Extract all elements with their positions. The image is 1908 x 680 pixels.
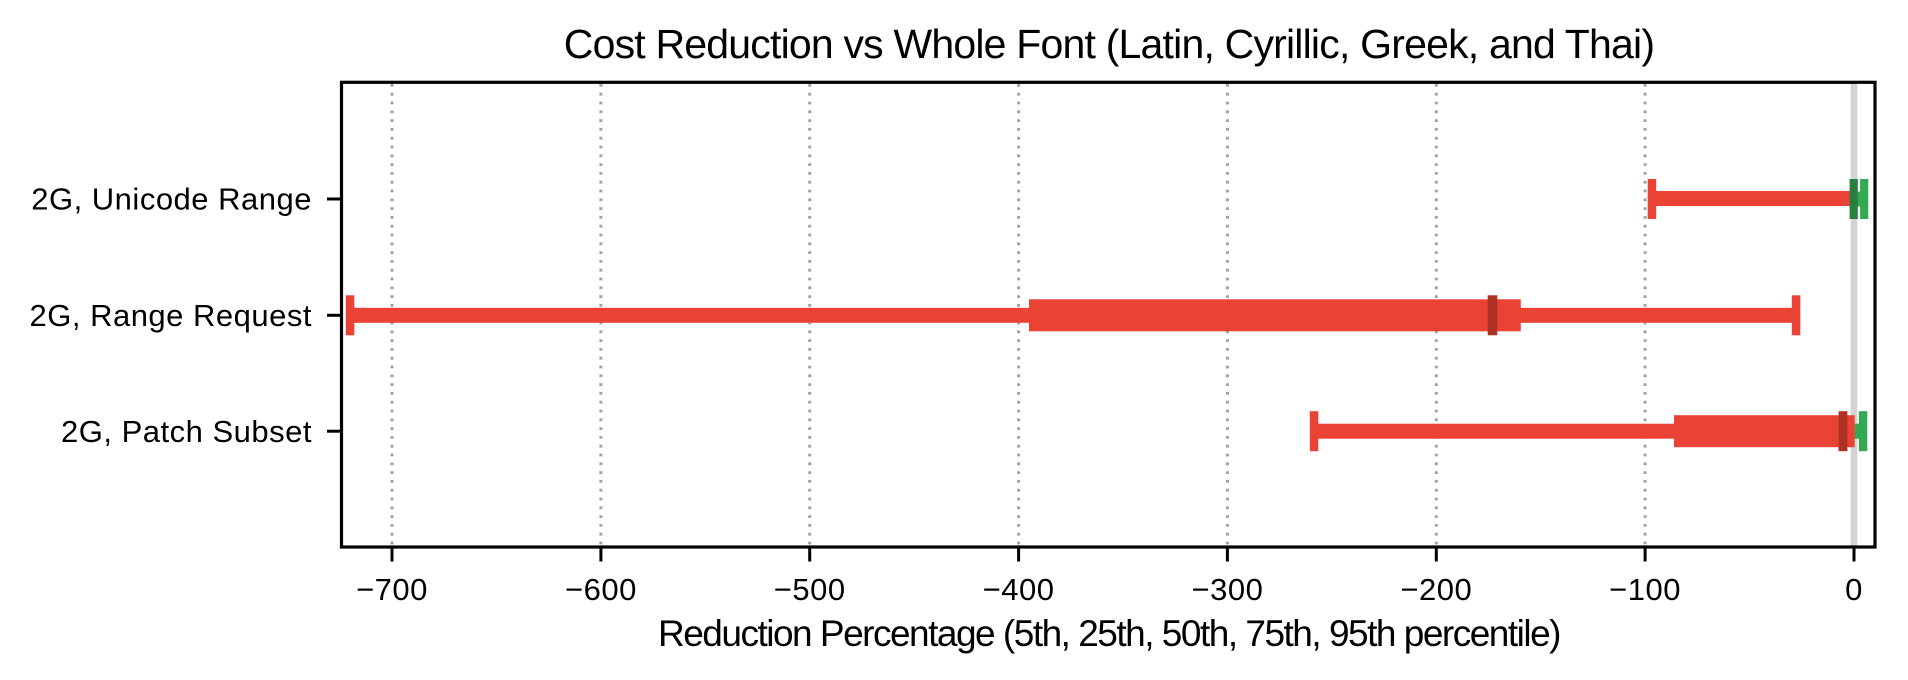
svg-text:−300: −300 bbox=[1191, 572, 1263, 607]
svg-text:0: 0 bbox=[1845, 572, 1863, 607]
svg-text:2G, Range Request: 2G, Range Request bbox=[29, 298, 312, 333]
svg-text:Cost Reduction vs Whole Font (: Cost Reduction vs Whole Font (Latin, Cyr… bbox=[564, 21, 1654, 67]
svg-text:−500: −500 bbox=[774, 572, 846, 607]
svg-text:−400: −400 bbox=[983, 572, 1055, 607]
svg-text:−600: −600 bbox=[565, 572, 637, 607]
svg-text:2G, Unicode Range: 2G, Unicode Range bbox=[31, 182, 312, 217]
svg-text:Reduction Percentage (5th, 25t: Reduction Percentage (5th, 25th, 50th, 7… bbox=[658, 613, 1560, 654]
svg-text:−100: −100 bbox=[1609, 572, 1681, 607]
svg-text:−700: −700 bbox=[356, 572, 428, 607]
svg-text:−200: −200 bbox=[1400, 572, 1472, 607]
svg-text:2G, Patch Subset: 2G, Patch Subset bbox=[61, 414, 312, 449]
